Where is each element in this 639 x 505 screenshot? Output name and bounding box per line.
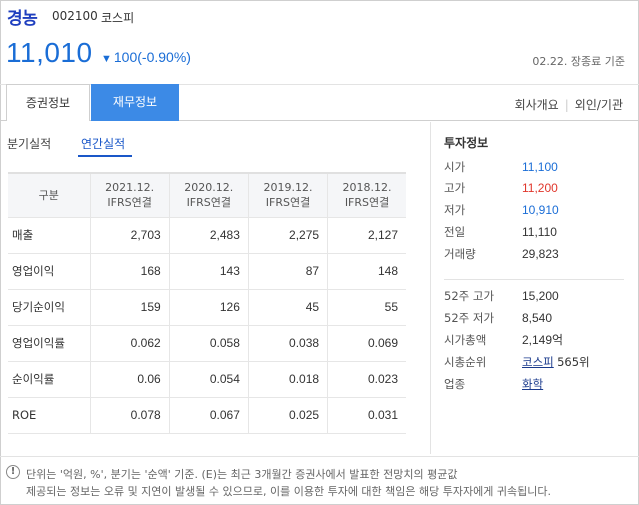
info-label: 거래량 xyxy=(444,247,476,261)
info-value: 10,910 xyxy=(522,203,559,217)
table-row: 순이익률 0.06 0.054 0.018 0.023 xyxy=(8,361,406,398)
price-change-value: 100(-0.90%) xyxy=(113,49,191,65)
table-cell: 0.06 xyxy=(89,361,170,398)
row-label: 영업이익률 xyxy=(8,325,90,362)
tab-bar: 증권정보 재무정보 회사개요 | 외인/기관 xyxy=(0,84,639,121)
table-cell: 0.038 xyxy=(247,325,328,362)
table-row: 영업이익 168 143 87 148 xyxy=(8,253,406,290)
table-cell: 0.078 xyxy=(89,397,170,434)
table-cell: 0.031 xyxy=(327,397,406,434)
info-value: 11,200 xyxy=(522,181,558,195)
right-links: 회사개요 | 외인/기관 xyxy=(515,96,623,113)
info-label: 시총순위 xyxy=(444,355,487,369)
notice-icon: ! xyxy=(6,465,20,479)
rank-value: 565위 xyxy=(557,355,590,369)
column-year: 2021.12. xyxy=(105,181,155,195)
info-value: 29,823 xyxy=(522,247,559,261)
info-value: 코스피 565위 xyxy=(522,353,590,371)
column-year: 2018.12. xyxy=(342,181,392,195)
table-cell: 55 xyxy=(327,289,406,326)
info-label: 고가 xyxy=(444,181,466,195)
footer-divider xyxy=(0,456,639,457)
table-row: ROE 0.078 0.067 0.025 0.031 xyxy=(8,397,406,434)
info-label: 52주 저가 xyxy=(444,311,495,325)
down-arrow-icon: ▼ xyxy=(101,53,112,65)
info-value: 2,149억 xyxy=(522,333,564,347)
column-standard: IFRS연결 xyxy=(107,196,152,210)
header-label: 구분 xyxy=(8,173,90,218)
info-value: 화학 xyxy=(522,375,543,393)
table-cell: 87 xyxy=(247,253,328,290)
company-overview-link[interactable]: 회사개요 xyxy=(514,98,559,112)
link-separator: | xyxy=(564,98,569,112)
subtab-quarterly[interactable]: 분기실적 xyxy=(7,137,52,151)
market-close-info: 02.22. 장종료 기준 xyxy=(532,55,625,68)
table-cell: 159 xyxy=(89,289,170,326)
subtab-annual[interactable]: 연간실적 xyxy=(81,137,126,151)
info-label: 52주 고가 xyxy=(444,289,495,303)
table-cell: 148 xyxy=(327,253,406,290)
table-cell: 0.018 xyxy=(247,361,328,398)
financial-table: 구분 2021.12. IFRS연결 2020.12. IFRS연결 2019.12… xyxy=(8,172,406,434)
stock-market: 코스피 xyxy=(101,11,135,25)
table-cell: 0.025 xyxy=(247,397,328,434)
table-cell: 2,127 xyxy=(327,217,406,254)
footer-notice-units: 단위는 '억원, %', 분기는 '순액' 기준. (E)는 최근 3개월간 증… xyxy=(26,468,458,481)
row-label: 매출 xyxy=(8,217,90,254)
table-cell: 126 xyxy=(168,289,249,326)
market-link[interactable]: 코스피 xyxy=(522,355,554,369)
column-header: 2019.12. IFRS연결 xyxy=(247,173,328,218)
info-value: 11,100 xyxy=(522,160,558,174)
info-label: 전일 xyxy=(444,225,466,239)
info-divider xyxy=(444,279,624,280)
table-cell: 2,483 xyxy=(168,217,249,254)
row-label: 순이익률 xyxy=(8,361,90,398)
table-cell: 0.058 xyxy=(168,325,249,362)
stock-name[interactable]: 경농 xyxy=(7,9,38,29)
stock-code: 002100 xyxy=(52,9,98,23)
foreign-institution-link[interactable]: 외인/기관 xyxy=(574,98,623,112)
column-standard: IFRS연결 xyxy=(344,196,390,210)
info-value: 15,200 xyxy=(522,289,559,303)
info-value: 8,540 xyxy=(522,311,553,325)
info-label: 시가 xyxy=(444,160,466,174)
table-cell: 0.023 xyxy=(327,361,406,398)
table-cell: 2,703 xyxy=(89,217,170,254)
industry-link[interactable]: 화학 xyxy=(522,377,544,391)
info-label: 업종 xyxy=(444,377,466,391)
table-row: 영업이익률 0.062 0.058 0.038 0.069 xyxy=(8,325,406,362)
table-cell: 0.054 xyxy=(168,361,249,398)
table-row: 당기순이익 159 126 45 55 xyxy=(8,289,406,326)
column-header: 2018.12. IFRS연결 xyxy=(327,173,406,218)
table-cell: 45 xyxy=(247,289,328,326)
footer-notice-disclaimer: 제공되는 정보는 오류 및 지연이 발생될 수 있으므로, 이를 이용한 투자에… xyxy=(26,485,551,498)
info-label: 저가 xyxy=(444,203,466,217)
panel-divider xyxy=(430,122,431,454)
column-year: 2020.12. xyxy=(184,181,234,195)
table-cell: 0.062 xyxy=(89,325,170,362)
column-header: 2020.12. IFRS연결 xyxy=(168,173,249,218)
current-price: 11,010 xyxy=(6,37,93,68)
table-cell: 143 xyxy=(168,253,249,290)
tab-financial-info[interactable]: 재무정보 xyxy=(91,84,179,121)
subtab-active-underline xyxy=(78,155,132,157)
info-value: 11,110 xyxy=(522,225,557,239)
investment-info-title: 투자정보 xyxy=(444,136,489,150)
table-header-row: 구분 2021.12. IFRS연결 2020.12. IFRS연결 2019.12… xyxy=(8,173,406,218)
table-cell: 2,275 xyxy=(247,217,328,254)
table-row: 매출 2,703 2,483 2,275 2,127 xyxy=(8,217,406,254)
row-label: ROE xyxy=(8,397,90,434)
column-standard: IFRS연결 xyxy=(186,196,231,210)
column-year: 2019.12. xyxy=(263,181,313,195)
table-cell: 168 xyxy=(89,253,170,290)
column-standard: IFRS연결 xyxy=(265,196,311,210)
info-label: 시가총액 xyxy=(444,333,487,347)
row-label: 당기순이익 xyxy=(8,289,90,326)
price-change: ▼ 100(-0.90%) xyxy=(101,49,191,65)
table-cell: 0.067 xyxy=(168,397,249,434)
column-header: 2021.12. IFRS연결 xyxy=(89,173,170,218)
tab-securities-info[interactable]: 증권정보 xyxy=(6,84,90,121)
table-cell: 0.069 xyxy=(327,325,406,362)
row-label: 영업이익 xyxy=(8,253,90,290)
